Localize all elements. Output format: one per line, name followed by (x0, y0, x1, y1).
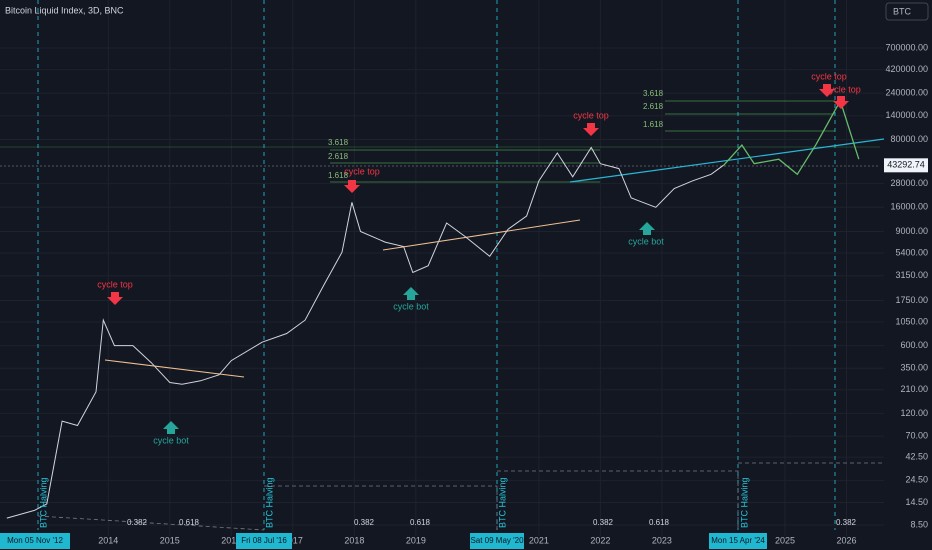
annotation: cycle top (344, 166, 380, 176)
y-tick-label: 600.00 (900, 340, 928, 350)
y-tick-label: 16000.00 (890, 202, 928, 212)
x-tick-label: 2022 (590, 535, 610, 545)
fib-label: 2.618 (643, 102, 664, 111)
annotation: cycle top (811, 71, 847, 81)
cycle-lines (37, 462, 884, 531)
fib-label: 1.618 (328, 171, 349, 180)
price-line (6, 146, 724, 519)
date-label-box (470, 533, 524, 549)
x-tick-label: 2025 (775, 535, 795, 545)
halving-lines (37, 0, 836, 530)
y-tick-label: 210.00 (900, 384, 928, 394)
date-label-box (0, 533, 70, 549)
plot (6, 99, 860, 519)
annotation: cycle bot (628, 236, 664, 246)
annotation: cycle top (573, 110, 609, 120)
y-tick-label: 8.50 (910, 519, 928, 529)
annotation: cycle top (825, 84, 861, 94)
grid (0, 0, 884, 536)
x-tick-label: 2021 (529, 535, 549, 545)
retracement-label: 0.618 (179, 518, 200, 527)
y-tick-label: 5400.00 (895, 247, 928, 257)
y-tick-label: 14.50 (905, 497, 928, 507)
fib-label: 3.618 (643, 89, 664, 98)
y-tick-label: 42.50 (905, 452, 928, 462)
retracement-label: 0.618 (410, 518, 431, 527)
trend-line (104, 359, 245, 378)
date-label: Mon 15 Apr '24 (711, 536, 765, 545)
bottom-arrows (163, 222, 655, 434)
date-label-box (236, 533, 292, 549)
y-tick-label: 1750.00 (895, 295, 928, 305)
date-label: Fri 08 Jul '16 (241, 536, 287, 545)
retracement-label: 0.382 (354, 518, 375, 527)
last-price-box (884, 158, 928, 173)
x-tick-label: 2026 (836, 535, 856, 545)
y-tick-label: 9000.00 (895, 226, 928, 236)
date-label-box (709, 533, 767, 549)
retracement-label: 0.618 (649, 518, 670, 527)
annotation: cycle bot (153, 435, 189, 445)
y-tick-label: 140000.00 (885, 110, 928, 120)
y-tick-label: 70.00 (905, 430, 928, 440)
x-tick-label: 2019 (406, 535, 426, 545)
y-tick-label: 420000.00 (885, 64, 928, 74)
halving-label: BTC Halving (38, 477, 48, 528)
x-tick-label: 2017 (283, 535, 303, 545)
date-label: Mon 05 Nov '12 (7, 536, 63, 545)
y-tick-label: 350.00 (900, 363, 928, 373)
retracement-label: 0.382 (836, 518, 857, 527)
y-tick-label: 3150.00 (895, 270, 928, 280)
fib-label: 3.618 (328, 138, 349, 147)
fib-label: 1.618 (643, 120, 664, 129)
price-axis (884, 0, 932, 550)
retracement-label: 0.382 (593, 518, 614, 527)
halving-label: BTC Halving (264, 477, 274, 528)
price-line (722, 99, 860, 176)
y-tick-label: 80000.00 (890, 134, 928, 144)
halving-label: BTC Halving (497, 477, 507, 528)
x-tick-label: 2015 (160, 535, 180, 545)
halving-label: BTC Halving (739, 477, 749, 528)
x-tick-label: 2014 (98, 535, 118, 545)
x-tick-label: 2018 (344, 535, 364, 545)
symbol-button[interactable] (885, 2, 929, 21)
fib-label: 2.618 (328, 152, 349, 161)
y-tick-label: 700000.00 (885, 42, 928, 52)
chart-title: Bitcoin Liquid Index, 3D, BNC (5, 5, 124, 15)
y-tick-label: 240000.00 (885, 88, 928, 98)
y-tick-label: 1050.00 (895, 316, 928, 326)
date-label: Sat 09 May '20 (470, 536, 524, 545)
y-tick-label: 28000.00 (890, 178, 928, 188)
symbol-button-label[interactable]: BTC (893, 6, 912, 16)
x-tick-label: 2016 (221, 535, 241, 545)
x-tick-label: 2023 (652, 535, 672, 545)
fib-lines (330, 100, 835, 183)
annotation: cycle bot (393, 301, 429, 311)
trend-line (569, 138, 885, 183)
y-tick-label: 120.00 (900, 408, 928, 418)
labels: 700000.00 420000.00 240000.00 140000.00 8000… (0, 42, 928, 549)
y-tick-label: 24.50 (905, 475, 928, 485)
retracement-label: 0.382 (127, 518, 148, 527)
trend-line (382, 219, 581, 251)
top-arrows (107, 84, 849, 305)
last-price-label: 43292.74 (887, 160, 925, 170)
annotation: cycle top (97, 279, 133, 289)
time-axis (0, 536, 884, 550)
